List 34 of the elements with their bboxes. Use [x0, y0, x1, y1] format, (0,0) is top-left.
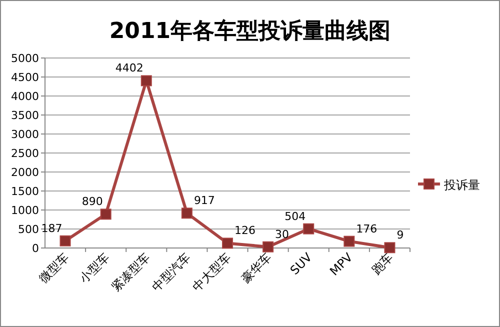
y-tick-label: 3000 [11, 128, 39, 141]
x-tick-label: 微型车 [36, 250, 72, 286]
y-tick-label: 2500 [11, 147, 39, 160]
y-tick-label: 4000 [11, 90, 39, 103]
y-tick-label: 1000 [11, 204, 39, 217]
data-label: 30 [275, 228, 290, 241]
point [181, 208, 192, 219]
point [344, 236, 355, 247]
point [303, 223, 314, 234]
data-label: 187 [41, 222, 62, 235]
legend-label: 投诉量 [443, 178, 480, 192]
data-label: 4402 [115, 62, 144, 75]
x-tick-label: 跑车 [368, 250, 396, 278]
y-tick-label: 0 [32, 242, 39, 255]
point [384, 242, 396, 254]
y-tick-label: 5000 [11, 52, 39, 65]
point [100, 208, 112, 220]
y-tick-label: 2000 [11, 166, 39, 179]
data-label: 504 [284, 210, 306, 223]
y-tick-label: 1500 [11, 185, 39, 198]
data-label: 890 [82, 195, 103, 208]
point [222, 238, 233, 249]
data-label: 126 [234, 224, 256, 238]
point [140, 75, 152, 86]
x-tick-label: 豪华车 [238, 250, 274, 286]
point [60, 235, 71, 246]
y-tick-label: 4500 [11, 71, 39, 84]
chart-title: 2011年各车型投诉量曲线图 [109, 18, 391, 44]
data-label: 176 [356, 222, 378, 236]
data-label: 917 [194, 194, 215, 208]
data-label: 9 [396, 228, 404, 242]
y-tick-label: 500 [18, 223, 39, 236]
y-tick-label: 3500 [11, 109, 39, 122]
point [262, 241, 274, 252]
